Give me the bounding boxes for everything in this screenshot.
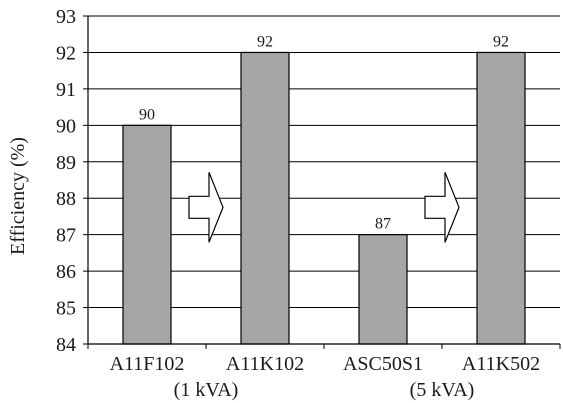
- data-label-A11K502: 92: [493, 33, 509, 50]
- axes: [83, 15, 561, 349]
- y-axis-label: Efficiency (%): [7, 137, 29, 255]
- bars: [122, 51, 526, 345]
- data-label-ASC50S1: 87: [375, 216, 391, 233]
- y-tick-label-84: 84: [56, 334, 76, 356]
- y-tick-label-93: 93: [56, 6, 76, 28]
- data-label-A11K102: 92: [257, 33, 273, 50]
- x-tick-label-A11K502: A11K502: [462, 353, 540, 375]
- y-tick-label-85: 85: [56, 298, 76, 320]
- bar-ASC50S1: [358, 234, 408, 345]
- data-labels: 90 92 87 92: [139, 33, 509, 232]
- y-tick-label-89: 89: [56, 152, 76, 174]
- group-label-0: (1 kVA): [174, 379, 239, 401]
- group-labels: (1 kVA) (5 kVA): [174, 379, 475, 401]
- arrow-icon-5kva: [424, 172, 460, 243]
- y-tick-label-86: 86: [56, 261, 76, 283]
- bar-A11F102: [122, 124, 172, 345]
- y-tick-labels: 84 85 86 87 88 89 90 91 92 93: [56, 6, 76, 356]
- x-tick-label-A11F102: A11F102: [110, 353, 185, 375]
- arrow-icon-1kva: [188, 172, 224, 243]
- y-tick-label-88: 88: [56, 188, 76, 210]
- group-label-1: (5 kVA): [410, 379, 475, 401]
- arrows: [188, 172, 460, 243]
- y-tick-label-90: 90: [56, 115, 76, 137]
- bar-A11K102: [240, 51, 290, 345]
- data-label-A11F102: 90: [139, 106, 155, 123]
- x-tick-labels: A11F102 A11K102 ASC50S1 A11K502: [110, 353, 540, 375]
- y-tick-label-87: 87: [56, 225, 76, 247]
- y-tick-label-92: 92: [56, 42, 76, 64]
- y-tick-label-91: 91: [56, 79, 76, 101]
- x-tick-label-A11K102: A11K102: [226, 353, 304, 375]
- bar-A11K502: [476, 51, 526, 345]
- x-tick-label-ASC50S1: ASC50S1: [343, 353, 423, 375]
